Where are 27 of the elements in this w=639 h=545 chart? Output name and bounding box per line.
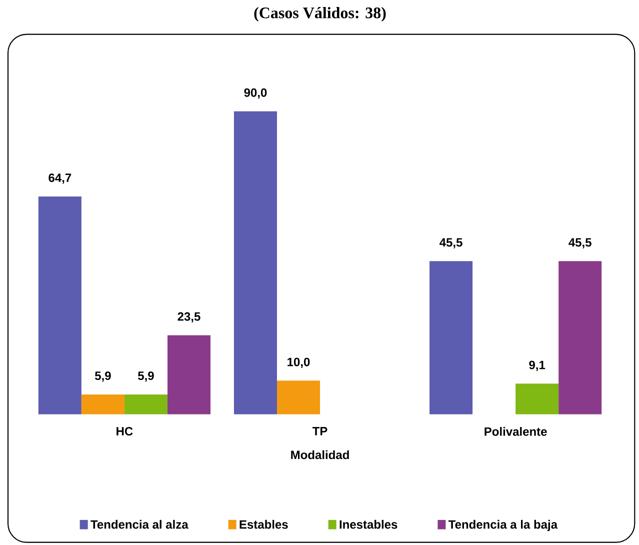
legend-label: Estables — [240, 520, 288, 529]
data-label: 5,9 — [138, 372, 154, 382]
data-label: 23,5 — [178, 312, 200, 322]
bar — [276, 380, 320, 414]
bar — [81, 394, 124, 414]
data-label: 10,0 — [288, 358, 310, 368]
data-label: 45,5 — [568, 238, 592, 248]
bar — [167, 335, 210, 414]
legend-label: Inestables — [340, 520, 398, 529]
bar — [38, 196, 82, 414]
bar — [430, 261, 473, 414]
chart-title: (Casos Válidos: 38) — [254, 7, 386, 22]
legend-label: Tendencia a la baja — [448, 520, 558, 532]
data-label: 5,9 — [94, 372, 111, 382]
x-tick-label: HC — [116, 427, 133, 436]
bar — [516, 384, 559, 414]
bar — [234, 111, 277, 414]
data-label: 90,0 — [244, 88, 267, 99]
data-label: 64,7 — [48, 174, 72, 184]
x-tick-label: TP — [312, 427, 328, 436]
data-label: 45,5 — [440, 238, 462, 248]
bar — [124, 394, 168, 414]
data-label: 9,1 — [529, 360, 546, 371]
legend-label: Tendencia al alza — [90, 520, 188, 529]
x-tick-label: Polivalente — [484, 427, 547, 436]
x-axis-title: Modalidad — [291, 450, 349, 460]
bar — [558, 261, 602, 414]
